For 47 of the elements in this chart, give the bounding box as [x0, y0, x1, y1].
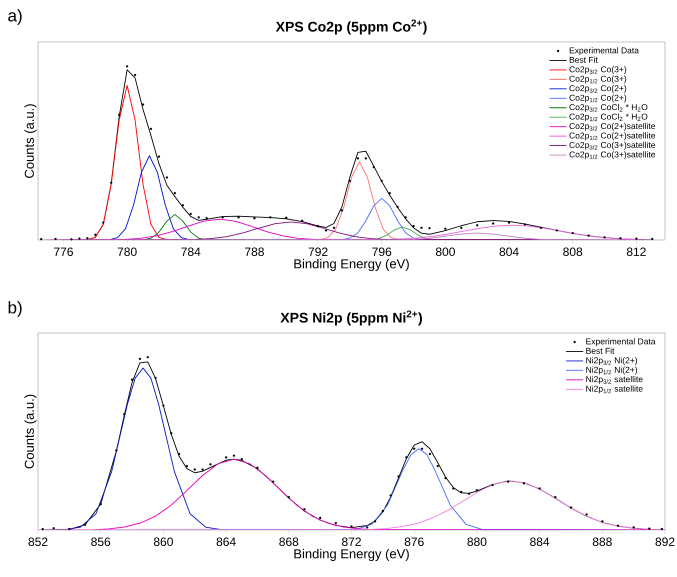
legend-label: Ni2p$_{3/2}$ satellite — [586, 376, 643, 384]
y-axis-title: Counts (a.u.) — [24, 394, 36, 468]
x-axis-title: Binding Energy (eV) — [294, 548, 409, 561]
legend-label: Co2p$_{1/2}$ Co(3+) — [569, 76, 626, 84]
legend-label: Co2p$_{3/2}$ Co(2+)satellite — [569, 122, 656, 131]
chart-title: XPS Co2p (5ppm Co$^{2+}$) — [276, 19, 427, 34]
x-tick-label: 784 — [181, 248, 200, 256]
legend-label: Co2p$_{3/2}$ Co(2+) — [569, 85, 626, 93]
legend-label: Best Fit — [586, 348, 614, 354]
x-tick-label: 880 — [467, 538, 486, 546]
x-tick-label: 796 — [372, 248, 392, 256]
x-tick-label: 804 — [500, 248, 519, 256]
legend-label: Co2p$_{1/2}$ CoCl$_{2}$ * H$_{2}$O — [569, 113, 648, 122]
text: b) — [8, 301, 22, 317]
x-tick-label: 780 — [118, 248, 137, 256]
x-tick-label: 868 — [279, 538, 298, 546]
x-tick-label: 776 — [54, 248, 73, 256]
legend-label: Ni2p$_{1/2}$ Ni(2+) — [586, 366, 638, 374]
x-tick-label: 888 — [592, 538, 612, 546]
chart-title: XPS Ni2p (5ppm Ni$^{2+}$) — [280, 310, 422, 326]
x-tick-label: 852 — [28, 538, 48, 546]
legend-label: Co2p$_{3/2}$ CoCl$_{2}$ * H$_{2}$O — [569, 104, 648, 112]
x-tick-label: 892 — [656, 538, 674, 546]
text: a) — [8, 9, 22, 25]
x-tick-label: 812 — [626, 248, 646, 256]
x-tick-label: 864 — [216, 538, 236, 546]
x-tick-label: 788 — [245, 248, 264, 256]
x-axis-title: Binding Energy (eV) — [294, 258, 409, 271]
legend-label: Experimental Data — [570, 47, 639, 56]
legend-label: Ni2p$_{3/2}$ Ni(2+) — [586, 357, 638, 365]
legend-label: Best Fit — [570, 56, 598, 63]
x-tick-label: 792 — [308, 248, 328, 256]
x-tick-label: 800 — [436, 248, 455, 256]
legend-label: Experimental Data — [586, 338, 656, 346]
legend-label: Ni2p$_{1/2}$ satellite — [586, 385, 643, 394]
legend-label: Co2p$_{1/2}$ Co(3+)satellite — [569, 151, 656, 160]
legend-label: Co2p$_{1/2}$ Co(2+)satellite — [569, 132, 656, 140]
y-axis-title: Counts (a.u.) — [24, 104, 36, 178]
legend-label: Co2p$_{3/2}$ Co(3+) — [569, 66, 626, 74]
legend-label: Co2p$_{3/2}$ Co(3+)satellite — [569, 142, 656, 150]
x-tick-label: 876 — [404, 538, 424, 546]
x-tick-label: 872 — [342, 538, 361, 546]
x-tick-label: 808 — [563, 248, 582, 256]
x-tick-label: 884 — [530, 538, 550, 546]
x-tick-label: 856 — [91, 538, 110, 546]
x-tick-label: 860 — [154, 538, 173, 546]
legend-label: Co2p$_{1/2}$ Co(2+) — [569, 94, 626, 102]
